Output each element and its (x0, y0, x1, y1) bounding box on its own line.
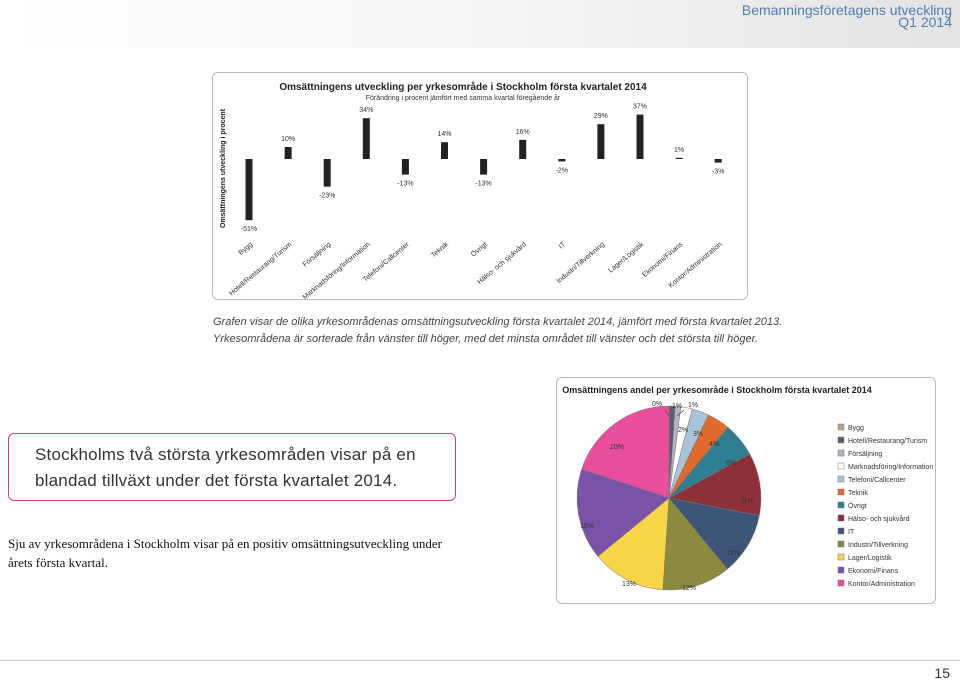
callout-line-2: blandad tillväxt under det första kvarta… (35, 471, 397, 491)
pie-chart-panel: Omsättningens andel per yrkesområde i St… (556, 377, 936, 604)
pie-value-label: 11% (740, 498, 754, 505)
bar-category-label: Lager/Logistik (607, 241, 645, 275)
legend-item-halso-och-sjukvard: Hälso- och sjukvård (848, 515, 910, 523)
legend-swatch (838, 502, 844, 508)
bar-category-label: IT (558, 241, 568, 251)
pie-value-label: 16% (580, 523, 594, 530)
pie-chart-title: Omsättningens andel per yrkesområde i St… (562, 385, 872, 395)
legend-swatch (838, 515, 844, 521)
pie-value-label: 3% (693, 431, 703, 438)
bar-marknadsforing-information (363, 118, 370, 159)
bar-ovrigt (480, 159, 487, 175)
footer-divider (0, 660, 960, 661)
bar-category-label: Övrigt (469, 240, 488, 258)
pie-value-label: 0% (652, 401, 662, 408)
bar-category-label: Försäljning (302, 241, 333, 268)
bar-halso-och-sjukvard (519, 140, 526, 159)
bar-forsaljning (324, 159, 331, 187)
legend-item-hotell-restaurang-turism: Hotell/Restaurang/Turism (848, 438, 927, 445)
bar-hotell-restaurang-turism (285, 147, 292, 159)
bar-value-label: 34% (359, 107, 373, 114)
bar-value-label: 14% (437, 131, 451, 138)
legend-item-industri-tillverkning: Industri/Tillverkning (848, 542, 908, 549)
bar-y-axis-label-wrap: Omsättningens utveckling i procent (214, 100, 230, 250)
pie-chart: Omsättningens andel per yrkesområde i St… (557, 378, 935, 603)
legend-swatch (838, 580, 844, 586)
bar-bygg (246, 159, 253, 220)
legend-swatch (838, 541, 844, 547)
bar-lager-logistik (637, 115, 644, 159)
header-period: Q1 2014 (898, 14, 952, 30)
pie-value-label: 1% (672, 403, 682, 410)
legend-swatch (838, 567, 844, 573)
legend-swatch (838, 450, 844, 456)
bar-value-label: 10% (281, 136, 295, 143)
legend-item-lager-logistik: Lager/Logistik (848, 555, 892, 562)
pie-value-label: 20% (610, 444, 624, 451)
bar-value-label: 1% (674, 147, 684, 154)
pie-value-label: 12% (682, 585, 696, 592)
bar-chart-panel: Omsättningens utveckling per yrkesområde… (212, 72, 748, 300)
legend-swatch (838, 528, 844, 534)
legend-item-teknik: Teknik (848, 490, 868, 497)
legend-item-forsaljning: Försäljning (848, 451, 882, 458)
bar-value-label: -3% (712, 169, 724, 176)
bar-category-label: Bygg (238, 241, 255, 257)
pie-value-label: 11% (726, 550, 740, 557)
legend-item-ovrigt: Övrigt (848, 502, 867, 510)
body-text-line-1: Sju av yrkesområdena i Stockholm visar p… (8, 536, 442, 552)
caption-line-2: Yrkesområdena är sorterade från vänster … (213, 333, 758, 345)
pie-value-label: 6% (726, 460, 736, 467)
legend-item-kontor-administration: Kontor/Administration (848, 581, 915, 588)
bar-value-label: 37% (633, 104, 647, 111)
pie-value-label: 1% (688, 402, 698, 409)
legend-item-bygg: Bygg (848, 425, 864, 432)
legend-swatch (838, 554, 844, 560)
pie-value-label: 2% (678, 427, 688, 434)
callout-line-1: Stockholms två största yrkesområden visa… (35, 445, 416, 465)
bar-y-axis-label: Omsättningens utveckling i procent (220, 108, 227, 228)
bar-value-label: -13% (475, 181, 491, 188)
legend-swatch (838, 489, 844, 495)
pie-value-label: 13% (622, 581, 636, 588)
legend-swatch (838, 463, 844, 469)
callout-box: Stockholms två största yrkesområden visa… (8, 433, 456, 501)
bars-group: -51% Bygg 10% Hotell/Restaurang/Turism -23% F… (228, 104, 724, 299)
caption-line-1: Grafen visar de olika yrkesområdenas oms… (213, 316, 782, 328)
bar-value-label: -2% (556, 167, 568, 174)
bar-category-label: Ekonomi/Finans (641, 241, 684, 279)
legend-item-telefoni-callcenter: Telefoni/Callcenter (848, 477, 906, 484)
legend-item-marknadsforing-information: Marknadsföring/Information (848, 464, 933, 471)
bar-telefoni-callcenter (402, 159, 409, 175)
body-text-line-2: årets första kvartal. (8, 555, 108, 571)
legend-item-ekonomi-finans: Ekonomi/Finans (848, 568, 899, 575)
bar-value-label: -23% (319, 193, 335, 200)
bar-it (558, 159, 565, 161)
bar-chart-subtitle: Förändring i procent jämfört med samma k… (366, 94, 561, 102)
legend-item-it: IT (848, 529, 855, 536)
bar-value-label: -13% (397, 181, 413, 188)
pie-slices (577, 406, 761, 590)
page-number: 15 (934, 665, 950, 681)
bar-value-label: 29% (594, 113, 608, 120)
bar-teknik (441, 142, 448, 159)
bar-kontor-administration (715, 159, 722, 163)
bar-category-label: Marknadsföring/Information (302, 241, 372, 299)
legend-swatch (838, 424, 844, 430)
bar-chart-title: Omsättningens utveckling per yrkesområde… (279, 81, 647, 93)
legend-swatch (838, 437, 844, 443)
bar-value-label: 16% (516, 129, 530, 136)
pie-legend: Bygg Hotell/Restaurang/Turism Försäljning M… (838, 424, 933, 588)
bar-value-label: -51% (241, 226, 257, 233)
bar-ekonomi-finans (676, 158, 683, 159)
bar-category-label: Hotell/Restaurang/Turism (228, 241, 293, 297)
bar-industri-tillverkning (597, 124, 604, 159)
bar-category-label: Teknik (430, 241, 450, 259)
bar-chart: Omsättningens utveckling per yrkesområde… (213, 73, 747, 299)
pie-value-label: 4% (709, 441, 719, 448)
legend-swatch (838, 476, 844, 482)
